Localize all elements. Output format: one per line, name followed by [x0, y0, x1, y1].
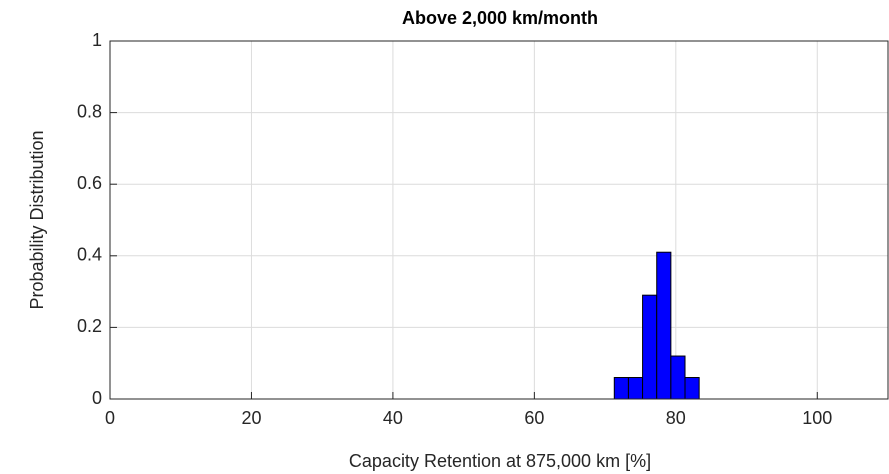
x-tick-label: 60 [524, 408, 544, 428]
y-tick-label: 0.6 [77, 173, 102, 193]
x-tick-label: 0 [105, 408, 115, 428]
x-tick-label: 100 [802, 408, 832, 428]
bar [613, 377, 629, 400]
y-tick-label: 1 [92, 30, 102, 50]
x-tick-label: 20 [241, 408, 261, 428]
chart-title: Above 2,000 km/month [402, 8, 598, 28]
bar [684, 377, 700, 400]
y-tick-label: 0.8 [77, 101, 102, 121]
y-tick-label: 0.4 [77, 245, 102, 265]
bar [627, 377, 644, 400]
plot-frame [109, 40, 889, 400]
x-tick-label: 40 [383, 408, 403, 428]
x-axis-label: Capacity Retention at 875,000 km [%] [349, 451, 651, 471]
bar [642, 294, 658, 400]
y-tick-label: 0.2 [77, 316, 102, 336]
bar [670, 355, 686, 400]
y-tick-label: 0 [92, 388, 102, 408]
x-tick-label: 80 [666, 408, 686, 428]
y-axis-label: Probability Distribution [27, 130, 47, 309]
bar [656, 251, 672, 400]
